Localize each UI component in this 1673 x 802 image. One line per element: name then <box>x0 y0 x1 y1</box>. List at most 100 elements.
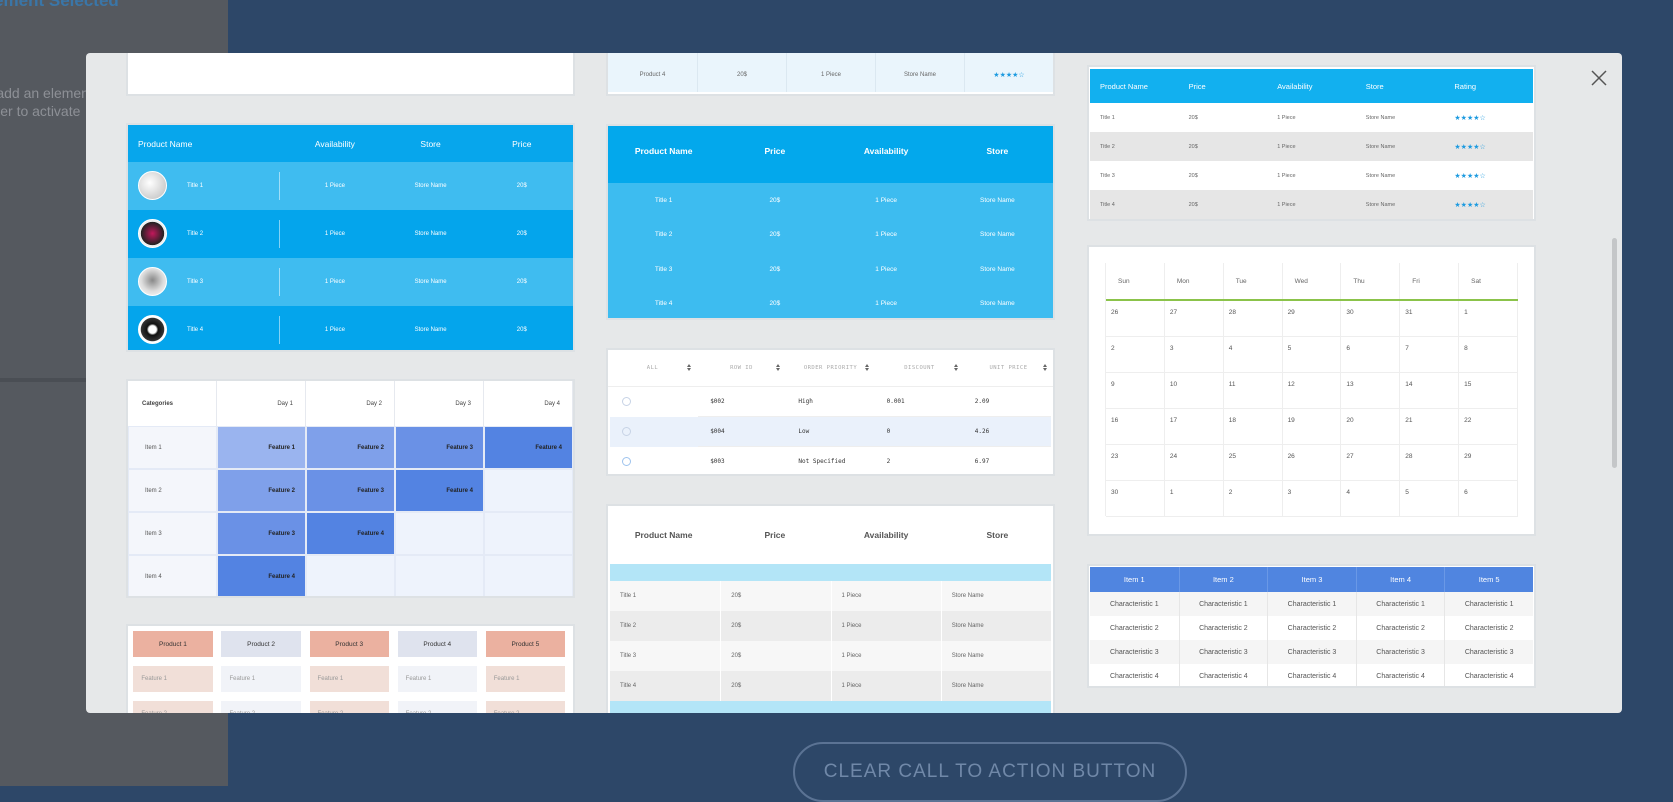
calendar: Sun Mon Tue Wed Thu Fri Sat 26 27 28 29 30 31 1 2 3 4 5 6 7… <box>1087 245 1536 536</box>
day-cell: 15 <box>1459 373 1518 409</box>
product-title: Title 4 <box>187 327 204 333</box>
table-cell: Day 2 <box>306 381 395 426</box>
table-row: Characteristic 1 Characteristic 1 Characte… <box>1090 592 1533 617</box>
table-cell: Characteristic 2 <box>1355 616 1445 640</box>
day-cell: 3 <box>1282 481 1342 517</box>
table-cell: Product Name <box>138 138 193 149</box>
table-cell: Product Name <box>1100 81 1148 91</box>
table-cell: Feature 2 <box>221 701 301 713</box>
table-cell <box>484 512 573 555</box>
weekday: Wed <box>1283 263 1342 299</box>
table-cell: 1 Piece <box>324 279 345 285</box>
table-cell: Store Name <box>414 183 447 189</box>
table-cell: 20$ <box>720 581 830 611</box>
hint-line: or add an element <box>0 85 93 101</box>
table-cell: Characteristic 1 <box>1355 592 1445 616</box>
row-checkbox[interactable] <box>622 457 631 466</box>
table-cell: Not Specified <box>786 447 874 474</box>
table-row: Item 4 Feature 4 <box>128 555 573 596</box>
table-cell: Price <box>764 145 786 156</box>
sort-up <box>776 364 780 367</box>
table-cell: Feature 4 <box>306 512 395 555</box>
rating-table: Product Name Price Availability Store Rating… <box>1087 65 1536 221</box>
table-cell: Store Name <box>1365 114 1396 121</box>
table-cell: Availability <box>314 138 355 149</box>
table-cell: Title 4 <box>654 300 673 308</box>
table-cell: Store Name <box>940 671 1051 701</box>
pricing-columns: Product 1 Product 2 Product 3 Product 4 Prod… <box>126 624 575 713</box>
table-cell: Feature 3 <box>395 426 484 469</box>
table-cell: Characteristic 3 <box>1267 640 1356 664</box>
table-cell: Characteristic 1 <box>1109 600 1159 608</box>
product-image <box>138 315 167 344</box>
table-cell: Title 3 <box>1100 172 1115 179</box>
table-row: Title 2 20$ 1 Piece Store Name <box>608 217 1053 252</box>
table-cell: Store Name <box>414 327 447 333</box>
table-cell: 20$ <box>720 641 830 671</box>
day-cell: 19 <box>1282 409 1342 445</box>
day-cell: 12 <box>1282 373 1342 409</box>
table-row: Title 1 20$ 1 Piece Store Name <box>610 581 1051 611</box>
table-cell: ★★★★☆ <box>1454 114 1486 122</box>
table-cell: 1 Piece <box>1277 143 1296 150</box>
day-cell: 30 <box>1106 481 1165 517</box>
table-cell: Product Name <box>634 145 693 156</box>
day-cell: 14 <box>1400 373 1460 409</box>
cta-button[interactable]: CLEAR CALL TO ACTION BUTTON <box>793 742 1187 802</box>
row-checkbox[interactable] <box>622 397 631 406</box>
close-button[interactable] <box>1590 69 1608 87</box>
weekday: Thu <box>1341 263 1401 299</box>
table-row: Title 3 20$ 1 Piece Store Name <box>608 252 1053 287</box>
table-cell: 20$ <box>769 265 781 273</box>
cell-divider <box>279 268 281 296</box>
table-row: $002 High 0.001 2.09 <box>610 387 1051 417</box>
table-cell: 1 Piece <box>830 611 941 641</box>
table-row: Characteristic 2 Characteristic 2 Characte… <box>1090 616 1533 641</box>
table-cell: Item 2 <box>1178 567 1268 592</box>
table-cell: Store Name <box>940 611 1051 641</box>
day-cell: 29 <box>1459 445 1518 481</box>
cell-divider <box>279 316 281 344</box>
feature-matrix: Categories Day 1 Day 2 Day 3 Day 4 Item 1 Feat… <box>126 379 575 598</box>
table-cell: Store Name <box>980 231 1015 239</box>
calendar-grid: Sun Mon Tue Wed Thu Fri Sat 26 27 28 29 30 31 1 2 3 4 5 6 7… <box>1105 263 1518 517</box>
table-cell: 20$ <box>1188 172 1198 179</box>
table-cell: Feature 1 <box>217 426 306 469</box>
day-cell: 4 <box>1223 337 1283 373</box>
table-cell: DISCOUNT <box>875 350 964 387</box>
table-row: Title 1 20$ 1 Piece Store Name <box>608 183 1053 218</box>
day-cell: 10 <box>1164 373 1224 409</box>
table-cell: Store Name <box>1365 143 1396 150</box>
table-row: Feature 2 Feature 2 Feature 2 Feature 2 Feat… <box>128 701 573 713</box>
table-row: $003 Not Specified 2 6.97 <box>610 447 1051 474</box>
table-row: 26 27 28 29 30 31 1 <box>1106 301 1518 337</box>
table-band <box>610 564 1051 581</box>
sort-down <box>687 368 691 371</box>
table-cell: Store Name <box>980 300 1015 308</box>
scrollbar[interactable] <box>1612 238 1617 468</box>
table-cell: Availability <box>863 530 909 540</box>
table-cell <box>306 555 395 596</box>
table-cell: Characteristic 1 <box>1444 592 1533 616</box>
row-checkbox[interactable] <box>622 427 631 436</box>
table-cell: Day 4 <box>484 381 573 426</box>
table-cell: Store Name <box>940 641 1051 671</box>
table-cell: Feature 3 <box>217 512 306 555</box>
cell-divider <box>279 220 281 248</box>
table-cell <box>484 555 573 596</box>
table-cell: Characteristic 4 <box>1267 664 1356 686</box>
table-row: 9 10 11 12 13 14 15 <box>1106 373 1518 409</box>
table-cell: 6.97 <box>963 447 1051 474</box>
table-row: Product 4 20$ 1 Piece Store Name ★★★★☆ <box>608 53 1053 92</box>
table-row: Title 4 20$ 1 Piece Store Name <box>608 286 1053 318</box>
day-cell: 22 <box>1459 409 1518 445</box>
table-row: 1 Piece Store Name 20$ Title 3 <box>128 258 573 306</box>
sort-down <box>865 368 869 371</box>
table-cell <box>484 469 573 512</box>
table-cell: 20$ <box>769 196 781 204</box>
sort-up <box>1043 364 1047 367</box>
template-modal: Product 4 20$ 1 Piece Store Name ★★★★☆ Produc… <box>86 53 1622 713</box>
table-cell: 1 Piece <box>875 300 897 308</box>
striped-table: Product Name Price Availability Store Title … <box>606 504 1055 713</box>
table-cell: Store Name <box>1365 172 1396 179</box>
